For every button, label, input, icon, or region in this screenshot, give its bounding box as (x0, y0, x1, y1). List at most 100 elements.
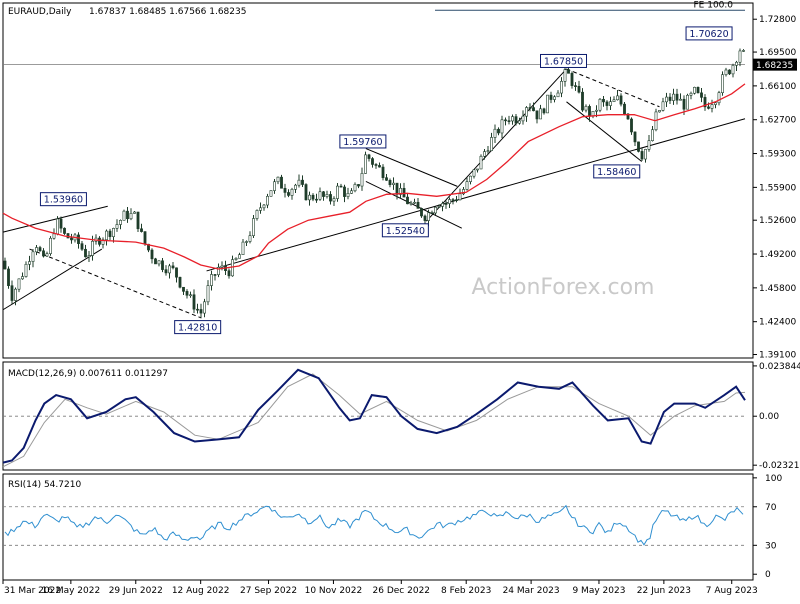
candle-body (455, 199, 458, 201)
candle-body (388, 180, 392, 185)
price-label-text: 1.70620 (689, 29, 728, 40)
date-tick-label: 24 Mar 2023 (503, 586, 560, 596)
candle-body (210, 274, 213, 286)
candle-body (651, 129, 654, 141)
candle-body (448, 199, 451, 204)
sma-line (2, 83, 746, 270)
candle-body (707, 106, 710, 109)
price-tick-label: 1.49200 (759, 250, 796, 260)
candle-body (581, 91, 584, 111)
watermark: ActionForex.com (472, 275, 655, 300)
candle-body (619, 95, 623, 105)
candle-body (612, 99, 616, 103)
candle-body (535, 110, 539, 120)
price-label-box (593, 164, 641, 179)
candle-body (728, 69, 731, 75)
rsi-tick-label: 70 (765, 503, 777, 513)
date-tick-label: 16 May 2022 (42, 586, 101, 596)
candle-body (735, 61, 738, 66)
moving-average-group (2, 83, 746, 270)
candle-body (693, 86, 696, 94)
candle-body (409, 202, 413, 205)
candle-body (245, 241, 248, 243)
candle-body (98, 237, 101, 245)
last-price-text: 1.68235 (756, 61, 793, 71)
price-tick-label: 1.42400 (759, 318, 796, 328)
candle-body (343, 186, 346, 197)
trendline (29, 248, 201, 319)
candle-body (315, 198, 318, 201)
candle-body (252, 218, 255, 236)
candle-body (546, 94, 549, 114)
candle-body (255, 210, 259, 219)
candle-body (511, 116, 514, 122)
annotation-group: 1.53960 1.42810 1.59760 1.52540 1.67850 1.584… (39, 26, 733, 335)
candle-body (360, 173, 364, 187)
price-tick-label: 1.69500 (759, 48, 796, 58)
candle-body (21, 276, 24, 280)
candle-body (301, 179, 304, 185)
candle-body (129, 213, 133, 220)
price-tick-label: 1.45800 (759, 284, 796, 294)
candle-body (717, 92, 721, 104)
candle-body (213, 274, 217, 276)
candle-body (682, 98, 686, 110)
price-tick-label: 1.52600 (759, 216, 796, 226)
candle-body (325, 194, 329, 197)
candle-body (679, 98, 682, 101)
candle-body (297, 179, 301, 186)
candle-body (458, 193, 462, 201)
candle-body (248, 235, 252, 242)
candle-body (553, 96, 556, 100)
candle-body (238, 254, 241, 259)
candle-body (472, 169, 476, 177)
price-tick-label: 1.39100 (759, 351, 796, 361)
candle-body (570, 73, 574, 86)
macd-tick-label: -0.023215 (759, 461, 800, 471)
candle-body (192, 294, 196, 310)
price-label-box (381, 223, 429, 238)
candle-body (686, 94, 689, 110)
trendline (365, 148, 458, 187)
last-price-tag (753, 58, 797, 71)
trendline (425, 68, 567, 222)
candle-body (668, 96, 672, 101)
candle-body (276, 176, 280, 183)
macd-title: MACD(12,26,9) 0.007611 0.011297 (8, 369, 168, 379)
candle-body (616, 95, 619, 101)
trendline (566, 101, 643, 162)
candle-body (364, 154, 367, 174)
candle-body (31, 251, 35, 262)
candle-body (168, 265, 171, 274)
candle-body (91, 240, 94, 256)
candle-body (140, 228, 143, 232)
candle-body (133, 211, 136, 214)
rsi-tick-label: 100 (765, 474, 782, 484)
candle-body (462, 189, 465, 195)
candle-body (175, 267, 178, 278)
candle-body (521, 115, 525, 122)
candle-body (696, 86, 700, 94)
trendline (2, 248, 103, 311)
candle-body (178, 276, 182, 288)
candle-body (7, 268, 10, 286)
candle-body (203, 301, 206, 314)
candle-body (101, 239, 105, 245)
candle-body (241, 241, 245, 255)
candle-body (626, 113, 630, 120)
candle-body (588, 106, 591, 117)
candle-body (367, 154, 371, 159)
candle-body (308, 194, 311, 201)
candle-body (413, 201, 416, 204)
price-label-box (39, 192, 87, 207)
candle-body (157, 260, 161, 265)
candle-body (385, 177, 388, 181)
candle-body (70, 237, 73, 241)
candle-body (374, 164, 378, 166)
candle-body (700, 92, 703, 98)
price-tick-label: 1.72800 (759, 15, 796, 25)
rsi-tick-label: 30 (765, 541, 777, 551)
candle-body (402, 187, 406, 198)
candle-body (444, 203, 448, 205)
